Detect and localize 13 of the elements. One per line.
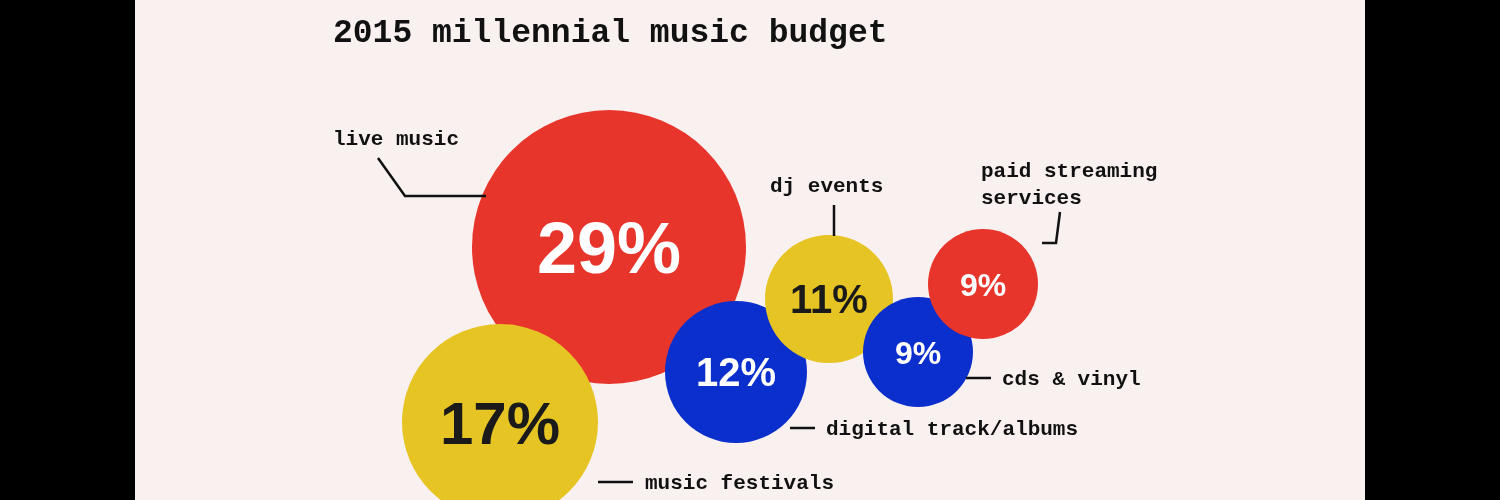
category-label: dj events bbox=[770, 175, 884, 198]
category-label: live music bbox=[333, 128, 460, 151]
data-label: 17% bbox=[439, 389, 561, 457]
data-label: 9% bbox=[959, 266, 1007, 303]
data-label: 12% bbox=[695, 350, 777, 395]
category-label: music festivals bbox=[645, 472, 835, 495]
data-label: 29% bbox=[536, 207, 682, 288]
data-label: 9% bbox=[894, 334, 942, 371]
category-label: paid streaming services bbox=[981, 160, 1158, 210]
category-label: cds & vinyl bbox=[1002, 368, 1141, 391]
category-label: digital track/albums bbox=[826, 418, 1079, 441]
data-label: 11% bbox=[790, 277, 868, 322]
text: 2015 millennial music budget bbox=[333, 15, 888, 52]
